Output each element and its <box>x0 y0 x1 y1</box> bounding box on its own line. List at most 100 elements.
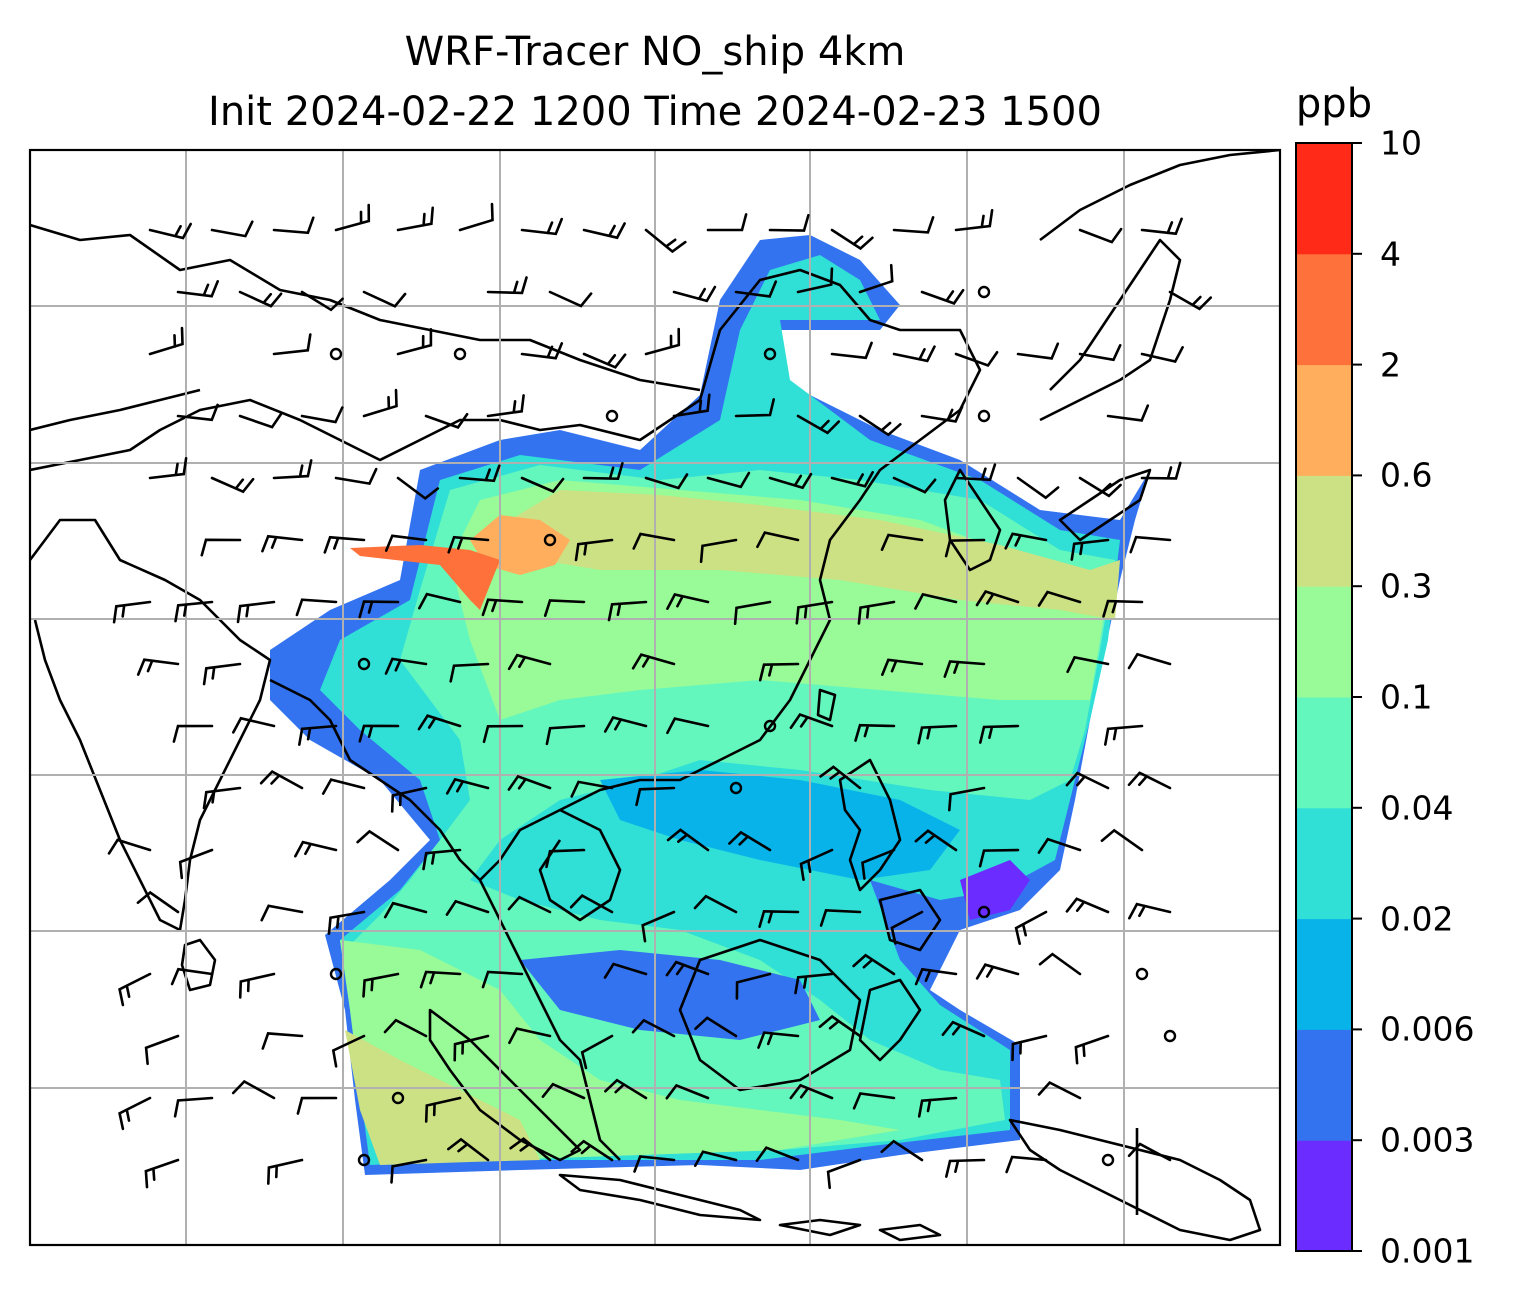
wind-barb <box>231 1079 276 1100</box>
wind-barb <box>294 840 338 858</box>
wind-barb <box>458 464 501 483</box>
wind-barb <box>419 970 462 989</box>
wind-barb <box>1127 652 1172 670</box>
wind-barb <box>881 658 924 676</box>
coastlines <box>30 150 1280 1242</box>
wind-barb <box>580 1034 614 1070</box>
wind-barb <box>1014 910 1048 945</box>
wind-barb <box>948 786 986 812</box>
wind-barb <box>136 890 180 914</box>
wind-barb <box>857 600 896 625</box>
wind-barb <box>202 786 242 810</box>
wind-barb <box>830 341 873 360</box>
wind-barb <box>1078 476 1122 498</box>
wind-barb <box>603 715 648 733</box>
wind-barb <box>1168 290 1213 311</box>
wind-barb <box>272 459 313 480</box>
wind-barb <box>789 1083 834 1100</box>
wind-barb <box>757 1031 800 1049</box>
calm-wind-marker <box>1101 1153 1115 1167</box>
colorbar-tick-label: 0.02 <box>1380 899 1454 939</box>
wind-barb <box>453 1034 490 1062</box>
wind-barb <box>148 457 188 480</box>
wind-barb <box>390 786 428 813</box>
wind-barb <box>665 960 710 977</box>
wind-barb <box>327 910 366 935</box>
wind-barb <box>481 598 524 617</box>
colorbar-tick-label: 2 <box>1380 345 1401 385</box>
wind-barb <box>486 394 525 418</box>
wind-barb <box>631 653 676 670</box>
wind-barb <box>604 1078 648 1100</box>
wind-barb <box>321 778 366 795</box>
wind-barb <box>176 280 219 298</box>
calm-wind-marker <box>1163 1029 1177 1043</box>
wind-barb <box>445 777 490 795</box>
wind-barb <box>1106 404 1150 422</box>
wind-barb <box>1127 771 1172 790</box>
wind-barb <box>569 893 614 914</box>
wind-barb <box>917 724 958 745</box>
calm-wind-marker <box>729 781 743 795</box>
wind-barb <box>1016 476 1060 500</box>
wind-barb <box>118 972 152 1007</box>
wind-barb <box>943 660 986 678</box>
wind-barb <box>424 1096 462 1123</box>
wind-barb <box>424 412 469 429</box>
wind-barb <box>1037 837 1082 854</box>
wind-barb <box>300 406 344 424</box>
wind-barb <box>631 1018 676 1038</box>
wind-barb <box>880 533 924 551</box>
wind-barb <box>1005 1155 1048 1174</box>
colorbar-segment <box>1296 1029 1352 1141</box>
calm-wind-marker <box>763 347 777 361</box>
wind-barb <box>734 398 775 418</box>
wind-barb <box>358 600 400 619</box>
wind-barb <box>1104 724 1144 746</box>
colorbar-segment <box>1296 143 1352 255</box>
wind-barb <box>545 724 586 746</box>
wind-barb <box>520 217 563 236</box>
wind-barb <box>920 288 965 305</box>
wind-barb <box>396 206 434 232</box>
wind-barb <box>944 538 986 558</box>
wind-barb <box>210 476 255 494</box>
wind-barb <box>768 213 810 232</box>
wind-barb <box>666 717 710 735</box>
wind-barb <box>633 1155 676 1173</box>
colorbar-tick-label: 0.04 <box>1380 788 1454 828</box>
calm-wind-marker <box>1135 967 1149 981</box>
wind-barb <box>570 780 614 798</box>
wind-barb <box>954 463 997 482</box>
wind-barb <box>545 848 586 869</box>
wind-barb <box>520 342 564 360</box>
wind-barb <box>941 1020 986 1038</box>
wind-barb <box>481 970 524 989</box>
wind-barb <box>384 534 428 552</box>
wind-barb <box>447 535 490 554</box>
calm-wind-marker <box>605 409 619 423</box>
wind-barb <box>148 326 184 356</box>
wind-barb <box>728 830 772 852</box>
wind-barb <box>914 967 958 986</box>
colorbar-tick-label: 4 <box>1380 234 1401 274</box>
colorbar-tick-label: 0.003 <box>1380 1120 1475 1160</box>
wind-barb <box>1127 1142 1172 1162</box>
wind-barb <box>954 351 999 368</box>
colorbar-segment <box>1296 586 1352 698</box>
wind-barb <box>362 972 400 998</box>
colorbar-segment <box>1296 253 1352 366</box>
wind-barb <box>178 848 214 880</box>
wind-barb <box>334 203 371 232</box>
wind-barb <box>818 1014 862 1038</box>
map-title-line2: Init 2024-02-22 1200 Time 2024-02-23 150… <box>208 89 1102 135</box>
wind-barb <box>858 414 902 437</box>
wind-barb <box>144 1034 180 1066</box>
wind-barb <box>107 838 152 855</box>
wind-barb <box>795 600 834 625</box>
wind-barb <box>945 1158 986 1178</box>
wind-barb <box>1037 590 1082 607</box>
colorbar-segment <box>1296 1140 1352 1252</box>
wind-barb <box>144 1158 180 1189</box>
wind-barb <box>892 216 935 234</box>
